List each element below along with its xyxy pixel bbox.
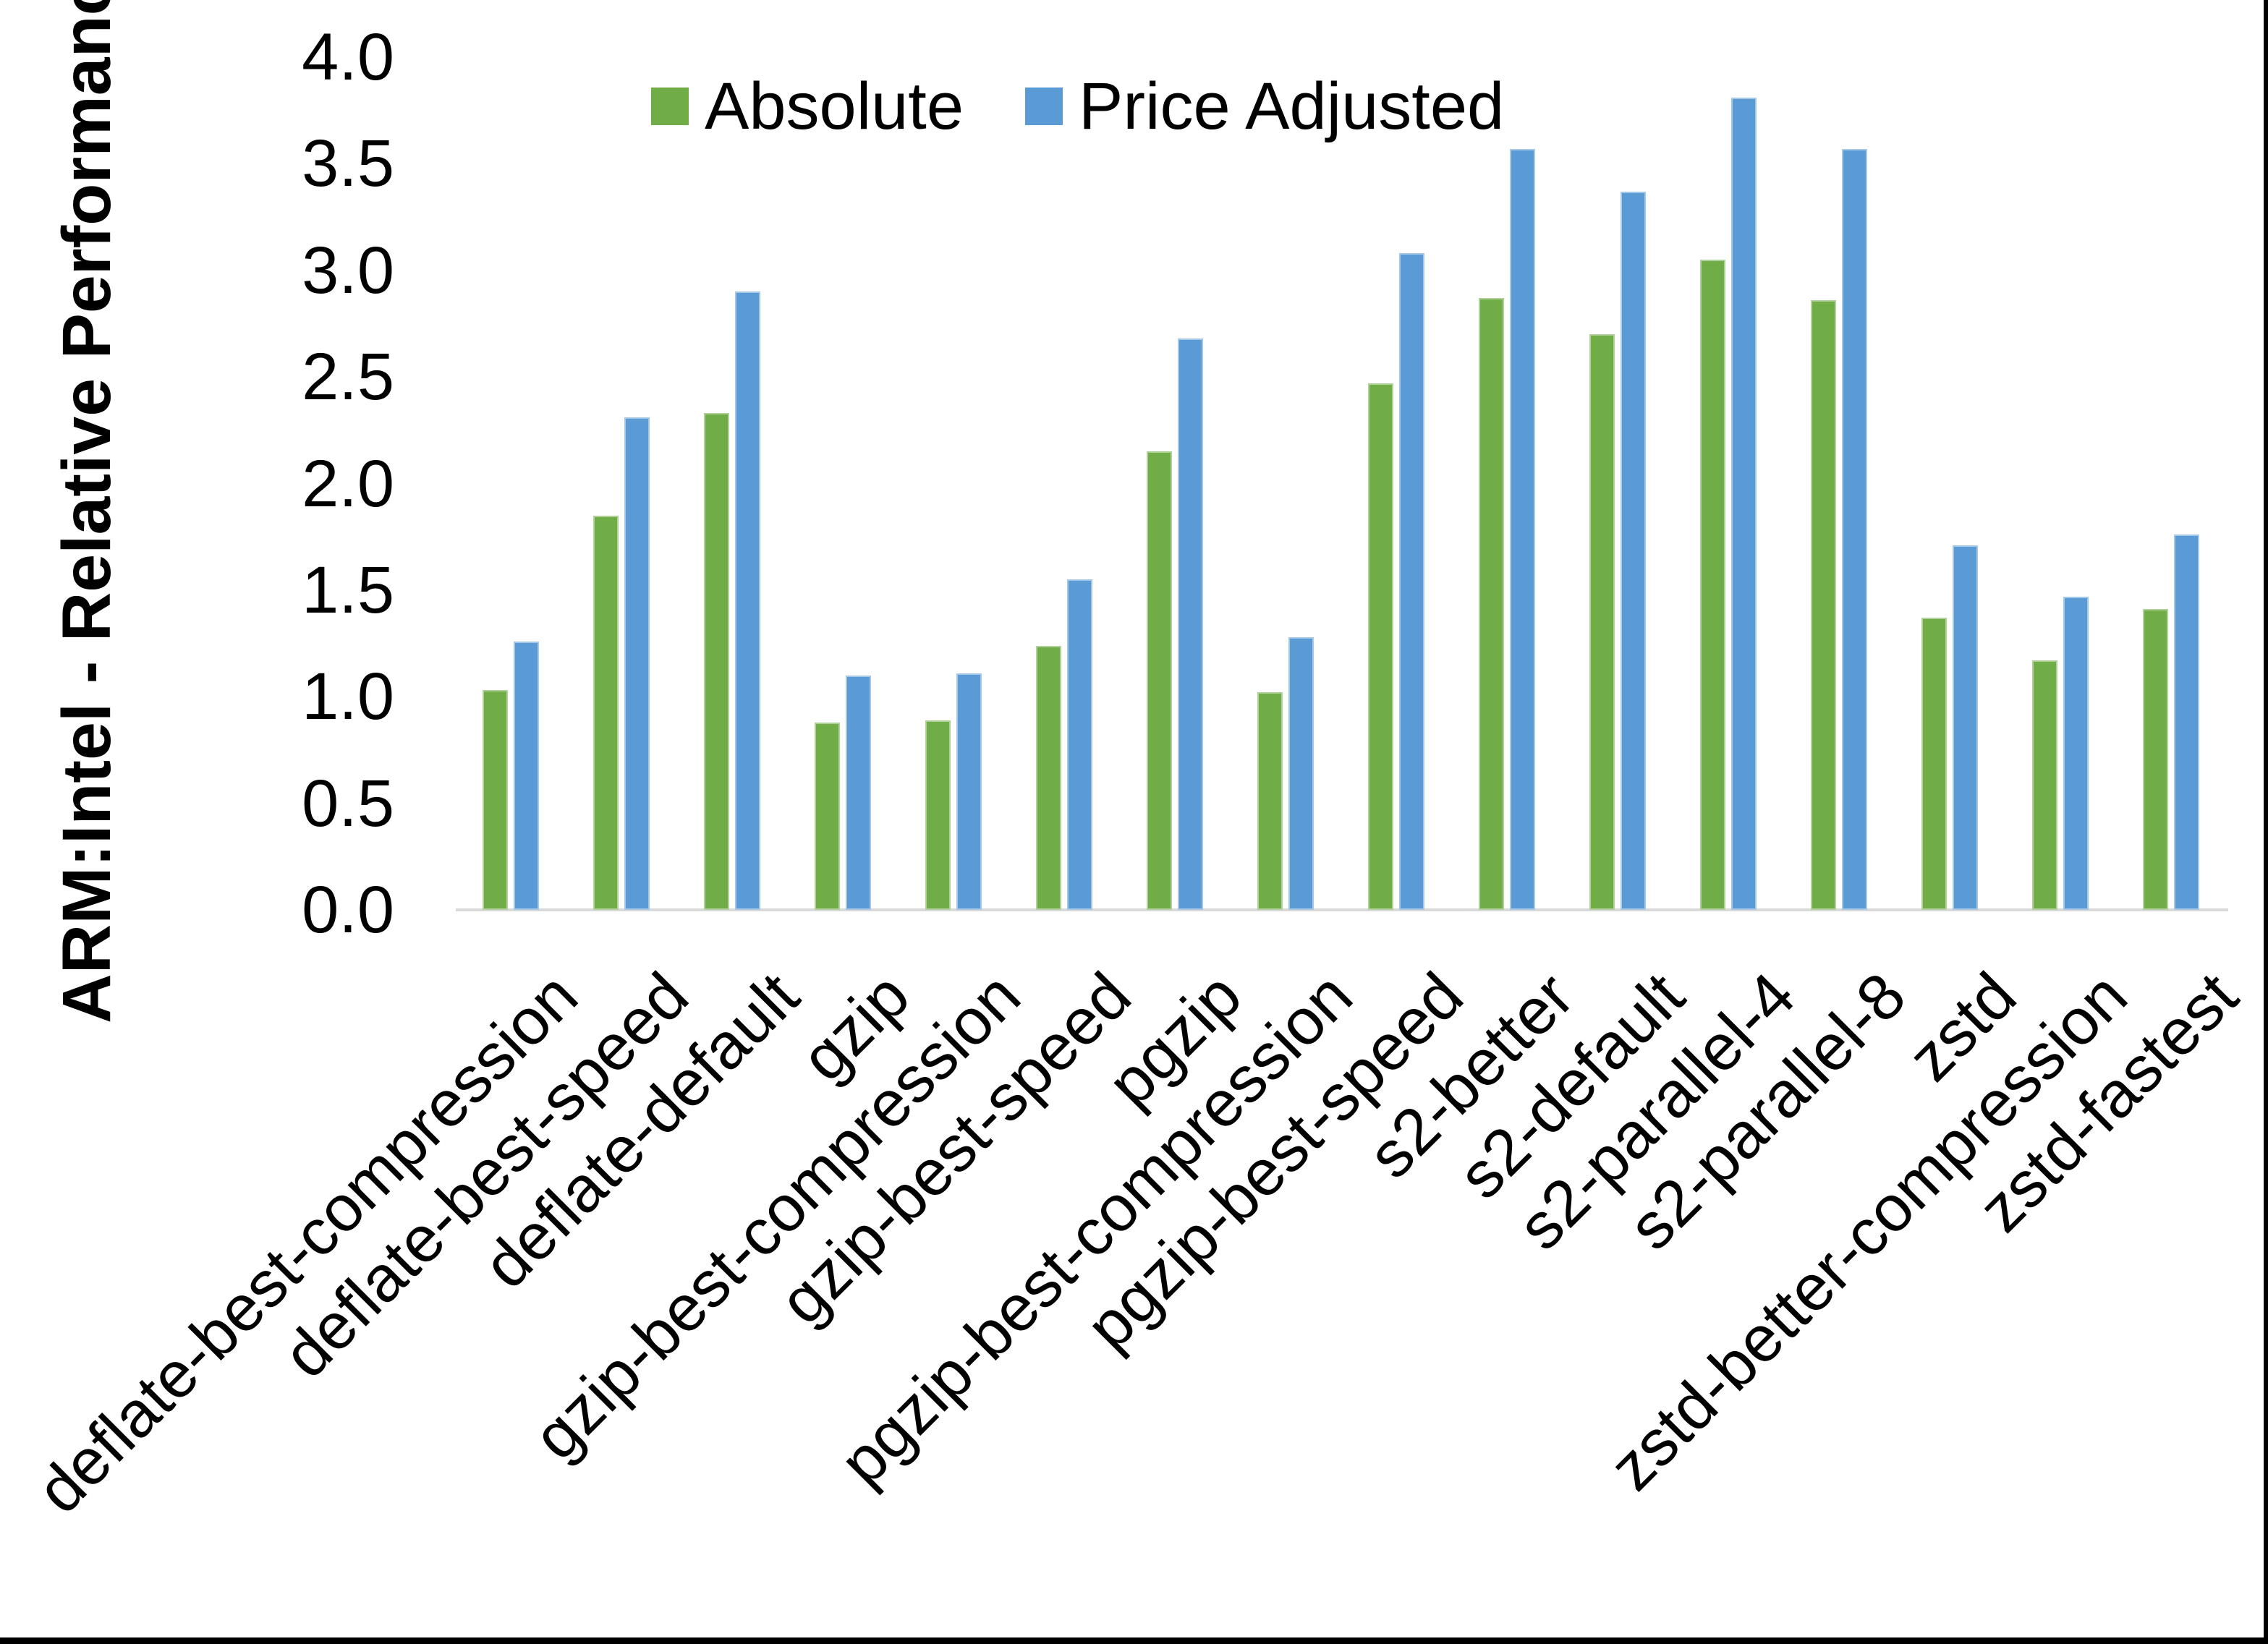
y-tick-label-3.5: 3.5 [302,127,394,201]
bar-absolute-deflate-default [704,413,729,910]
bar-absolute-zstd [1921,618,1947,910]
bar-price-adjusted-s2-better [1510,148,1535,910]
y-tick-label-2.0: 2.0 [302,446,394,521]
legend-swatch-price-adjusted [1025,88,1063,125]
y-tick-label-0.0: 0.0 [302,873,394,947]
y-tick-label-1.5: 1.5 [302,553,394,627]
bar-price-adjusted-deflate-best-speed [624,417,650,910]
bar-absolute-gzip-best-speed [1036,645,1061,910]
legend-item-absolute: Absolute [651,73,964,140]
bar-absolute-gzip-best-compression [925,720,951,910]
bar-price-adjusted-zstd-fastest [2174,534,2199,910]
bar-absolute-pgzip-best-speed [1368,383,1393,910]
bar-price-adjusted-s2-default [1621,191,1646,910]
bar-absolute-s2-parallel-4 [1700,260,1725,910]
bar-price-adjusted-zstd-better-compression [2063,596,2089,910]
bar-price-adjusted-s2-parallel-4 [1731,98,1757,910]
bar-absolute-deflate-best-compression [483,690,508,910]
legend-swatch-absolute [651,88,689,125]
y-tick-label-4.0: 4.0 [302,20,394,94]
bar-absolute-zstd-better-compression [2032,660,2057,910]
bar-absolute-deflate-best-speed [593,515,619,910]
bar-absolute-pgzip [1147,451,1172,910]
bar-absolute-zstd-fastest [2143,609,2168,910]
bar-price-adjusted-deflate-best-compression [514,641,539,910]
bar-absolute-gzip [815,722,840,910]
legend-label: Price Adjusted [1079,69,1505,143]
legend-item-price-adjusted: Price Adjusted [1025,73,1504,140]
y-tick-label-1.0: 1.0 [302,660,394,734]
legend: Absolute Price Adjusted [651,64,1504,149]
bar-absolute-s2-default [1589,334,1615,910]
bar-price-adjusted-pgzip-best-speed [1399,253,1424,910]
y-tick-label-2.5: 2.5 [302,340,394,414]
y-tick-label-0.5: 0.5 [302,766,394,840]
legend-label: Absolute [705,69,964,143]
bar-price-adjusted-pgzip [1178,338,1203,910]
bar-price-adjusted-gzip-best-compression [956,673,982,910]
x-axis-line [456,908,2228,911]
bar-price-adjusted-zstd [1953,545,1978,910]
bar-price-adjusted-gzip [846,675,871,910]
bar-price-adjusted-gzip-best-speed [1067,579,1092,910]
bar-price-adjusted-pgzip-best-compression [1288,636,1314,910]
bar-absolute-s2-better [1479,298,1504,910]
bar-absolute-s2-parallel-8 [1811,300,1836,910]
y-tick-label-3.0: 3.0 [302,233,394,307]
bar-price-adjusted-s2-parallel-8 [1842,148,1867,910]
bar-price-adjusted-deflate-default [735,291,760,910]
bar-absolute-pgzip-best-compression [1257,692,1283,910]
